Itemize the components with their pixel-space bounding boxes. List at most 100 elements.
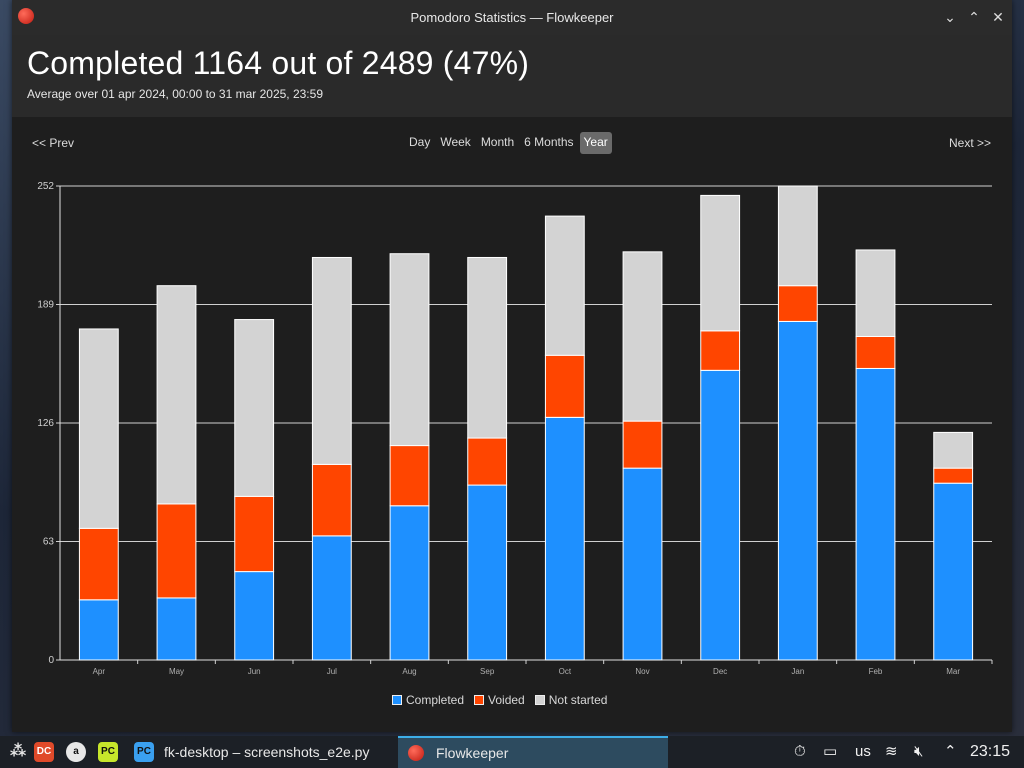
- bar-completed-dec: [700, 369, 741, 661]
- next-button[interactable]: Next >>: [949, 136, 992, 150]
- bar-voided-may: [156, 503, 197, 599]
- legend-completed-swatch: [392, 695, 402, 705]
- bar-completed-mar: [933, 482, 974, 661]
- tray-expand-icon[interactable]: ⌃: [944, 743, 957, 760]
- bar-not-started-apr: [78, 328, 119, 529]
- pycharm-task-icon: PC: [134, 742, 154, 762]
- period-6-months[interactable]: 6 Months: [524, 135, 574, 149]
- page-title: Completed 1164 out of 2489 (47%): [27, 45, 530, 81]
- flowkeeper-window: Pomodoro Statistics — Flowkeeper ⌄ ⌃ ✕ C…: [12, 0, 1012, 732]
- bar-voided-jul: [311, 463, 352, 537]
- period-month[interactable]: Month: [480, 135, 515, 149]
- bar-voided-jun: [234, 495, 275, 573]
- close-button[interactable]: ✕: [992, 9, 1004, 25]
- bar-voided-nov: [622, 420, 663, 469]
- x-tick-label: Nov: [635, 667, 649, 676]
- y-tick-label: 0: [48, 655, 54, 666]
- period-selector: Day Week Month 6 Months Year: [405, 132, 612, 154]
- legend-completed: Completed: [392, 693, 464, 707]
- x-tick-label: Dec: [713, 667, 727, 676]
- bar-voided-oct: [544, 354, 585, 418]
- x-tick-label: Apr: [93, 667, 106, 676]
- x-tick-label: Jul: [327, 667, 337, 676]
- bar-not-started-oct: [544, 215, 585, 356]
- bar-not-started-jun: [234, 319, 275, 497]
- clock[interactable]: 23:15: [970, 743, 1011, 760]
- maximize-button[interactable]: ⌃: [968, 9, 980, 25]
- tomato-task-icon: [408, 745, 424, 761]
- x-tick-label: May: [169, 667, 184, 676]
- a-app-icon[interactable]: a: [66, 742, 86, 762]
- y-tick-label: 189: [37, 300, 54, 311]
- period-year[interactable]: Year: [579, 132, 612, 154]
- bar-not-started-may: [156, 285, 197, 505]
- x-tick-label: Jan: [791, 667, 804, 676]
- legend-not-started: Not started: [534, 693, 608, 707]
- bar-not-started-feb: [855, 249, 896, 337]
- bar-not-started-sep: [467, 256, 508, 439]
- bar-not-started-mar: [933, 431, 974, 469]
- bar-completed-aug: [389, 505, 430, 661]
- bar-voided-feb: [855, 335, 896, 369]
- y-tick-label: 63: [43, 537, 55, 548]
- x-tick-label: Sep: [480, 667, 495, 676]
- x-tick-label: Aug: [402, 667, 416, 676]
- x-tick-label: Oct: [559, 667, 572, 676]
- legend-voided: Voided: [474, 693, 525, 707]
- task-flowkeeper[interactable]: Flowkeeper: [398, 736, 668, 768]
- bar-voided-aug: [389, 445, 430, 507]
- keyboard-layout[interactable]: us: [855, 743, 871, 760]
- app-launcher-icon[interactable]: ⁂: [9, 743, 27, 760]
- period-day[interactable]: Day: [409, 135, 431, 149]
- bar-voided-mar: [933, 467, 974, 484]
- y-tick-label: 252: [37, 181, 54, 192]
- legend-not-started-swatch: [534, 695, 545, 705]
- x-tick-label: Feb: [869, 667, 883, 676]
- timer-icon[interactable]: ⏱: [794, 743, 806, 760]
- x-tick-label: Mar: [946, 667, 960, 676]
- task-flowkeeper-label: Flowkeeper: [436, 745, 509, 761]
- bar-completed-jun: [234, 571, 275, 661]
- task-fk-desktop[interactable]: PC fk-desktop – screenshots_e2e.py: [128, 736, 394, 768]
- bar-voided-jan: [777, 285, 818, 322]
- taskbar: ⁂ DC a PC PC fk-desktop – screenshots_e2…: [0, 736, 1024, 768]
- stats-header: Completed 1164 out of 2489 (47%) Average…: [12, 35, 1012, 117]
- tomato-icon: [18, 8, 34, 24]
- bar-completed-jul: [311, 535, 352, 661]
- window-title: Pomodoro Statistics — Flowkeeper: [410, 10, 614, 25]
- bar-not-started-dec: [700, 194, 741, 332]
- page-subtitle: Average over 01 apr 2024, 00:00 to 31 ma…: [27, 87, 323, 101]
- bar-completed-oct: [544, 416, 585, 661]
- bar-completed-may: [156, 597, 197, 661]
- legend-not-started-label: Not started: [548, 693, 608, 707]
- bar-not-started-jan: [777, 185, 818, 287]
- stacked-bar-chart: 0 63 126 189 252 Apr May Jun Jul Aug Sep Oct Nov Dec J…: [37, 181, 993, 676]
- pycharm-app-icon[interactable]: PC: [98, 742, 118, 762]
- bar-voided-sep: [467, 437, 508, 486]
- volume-muted-icon[interactable]: 🔇︎: [914, 743, 924, 760]
- bar-completed-apr: [78, 599, 119, 661]
- bar-completed-jan: [777, 320, 818, 661]
- bar-completed-feb: [855, 367, 896, 661]
- bar-not-started-aug: [389, 253, 430, 447]
- bar-voided-dec: [700, 330, 741, 371]
- y-tick-label: 126: [37, 418, 54, 429]
- minimize-button[interactable]: ⌄: [944, 9, 956, 25]
- bar-not-started-jul: [311, 256, 352, 465]
- legend-voided-label: Voided: [488, 693, 525, 707]
- dc-app-icon[interactable]: DC: [34, 742, 54, 762]
- prev-button[interactable]: << Prev: [32, 136, 75, 150]
- period-week[interactable]: Week: [440, 135, 471, 149]
- bar-completed-sep: [467, 484, 508, 661]
- wifi-icon[interactable]: ≋: [885, 743, 898, 760]
- legend-completed-label: Completed: [406, 693, 465, 707]
- task-fk-desktop-label: fk-desktop – screenshots_e2e.py: [164, 744, 370, 760]
- titlebar[interactable]: Pomodoro Statistics — Flowkeeper ⌄ ⌃ ✕: [12, 0, 1012, 35]
- bar-completed-nov: [622, 467, 663, 661]
- bar-voided-apr: [78, 527, 119, 601]
- legend-voided-swatch: [474, 695, 485, 705]
- x-tick-label: Jun: [248, 667, 261, 676]
- battery-icon[interactable]: ▭: [823, 743, 838, 760]
- bar-not-started-nov: [622, 251, 663, 422]
- chart-legend: Completed Voided Not started: [392, 693, 607, 707]
